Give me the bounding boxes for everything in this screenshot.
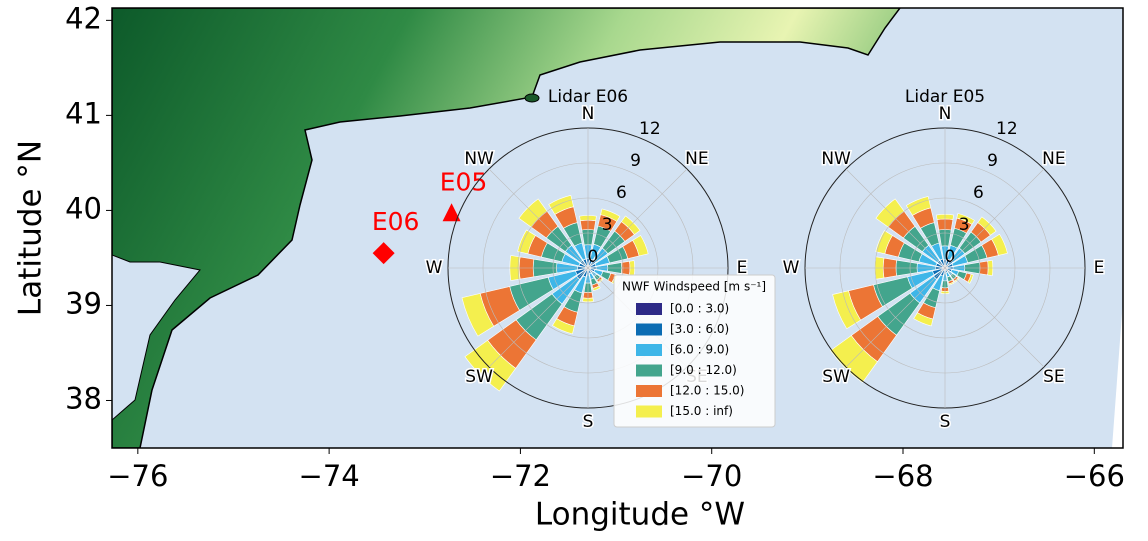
r-tick-label: 6 (973, 183, 984, 203)
r-tick-label: 12 (996, 119, 1018, 139)
direction-label: NW (821, 149, 851, 169)
y-axis-label: Latitude °N (13, 140, 49, 316)
legend-label: [0.0 : 3.0) (670, 302, 729, 316)
x-tick-label: −76 (107, 459, 168, 493)
r-tick-label: 9 (987, 151, 998, 171)
legend-label: [9.0 : 12.0) (670, 363, 737, 377)
direction-label: N (939, 104, 952, 124)
legend-label: [15.0 : inf) (670, 404, 733, 418)
r-tick-label: 12 (639, 119, 661, 139)
legend-swatch (636, 406, 662, 418)
direction-label: W (426, 258, 443, 278)
legend-swatch (636, 303, 662, 315)
r-tick-label: 9 (630, 151, 641, 171)
legend-swatch (636, 324, 662, 336)
direction-label: NE (1042, 149, 1065, 169)
legend-label: [12.0 : 15.0) (670, 384, 744, 398)
y-tick-label: 39 (65, 286, 102, 320)
direction-label: SW (465, 367, 493, 387)
direction-label: NE (685, 149, 708, 169)
legend-swatch (636, 385, 662, 397)
r-tick-label: 0 (944, 247, 955, 267)
x-tick-label: −74 (299, 459, 360, 493)
y-tick-label: 41 (65, 96, 102, 130)
x-tick-label: −68 (872, 459, 933, 493)
r-tick-label: 6 (616, 183, 627, 203)
direction-label: SW (822, 367, 850, 387)
direction-label: S (940, 412, 951, 432)
x-tick-label: −66 (1064, 459, 1125, 493)
direction-label: N (582, 104, 595, 124)
site-label: E05 (440, 167, 488, 196)
island (525, 94, 539, 102)
legend: NWF Windspeed [m s⁻¹] [0.0 : 3.0) [3.0 : 6… (614, 275, 775, 427)
y-tick-label: 40 (65, 191, 102, 225)
r-tick-label: 3 (602, 215, 613, 235)
y-tick-label: 42 (65, 1, 102, 35)
site-label: E06 (372, 207, 420, 236)
y-tick-label: 38 (65, 381, 102, 415)
rose-title: Lidar E06 (548, 87, 628, 107)
figure: Longitude °W Latitude °N −76 −74 −72 −70 −68… (0, 0, 1148, 537)
direction-label: E (1094, 258, 1105, 278)
legend-label: [3.0 : 6.0) (670, 322, 729, 336)
x-tick-label: −70 (681, 459, 742, 493)
legend-swatch (636, 365, 662, 377)
legend-title: NWF Windspeed [m s⁻¹] (622, 280, 766, 294)
direction-label: W (783, 258, 800, 278)
rose-title: Lidar E05 (905, 87, 985, 107)
x-tick-label: −72 (490, 459, 551, 493)
x-axis-label: Longitude °W (535, 497, 745, 533)
legend-swatch (636, 344, 662, 356)
r-tick-label: 0 (587, 247, 598, 267)
direction-label: S (583, 412, 594, 432)
direction-label: SE (1043, 367, 1065, 387)
legend-label: [6.0 : 9.0) (670, 343, 729, 357)
direction-label: NW (464, 149, 494, 169)
r-tick-label: 3 (959, 215, 970, 235)
